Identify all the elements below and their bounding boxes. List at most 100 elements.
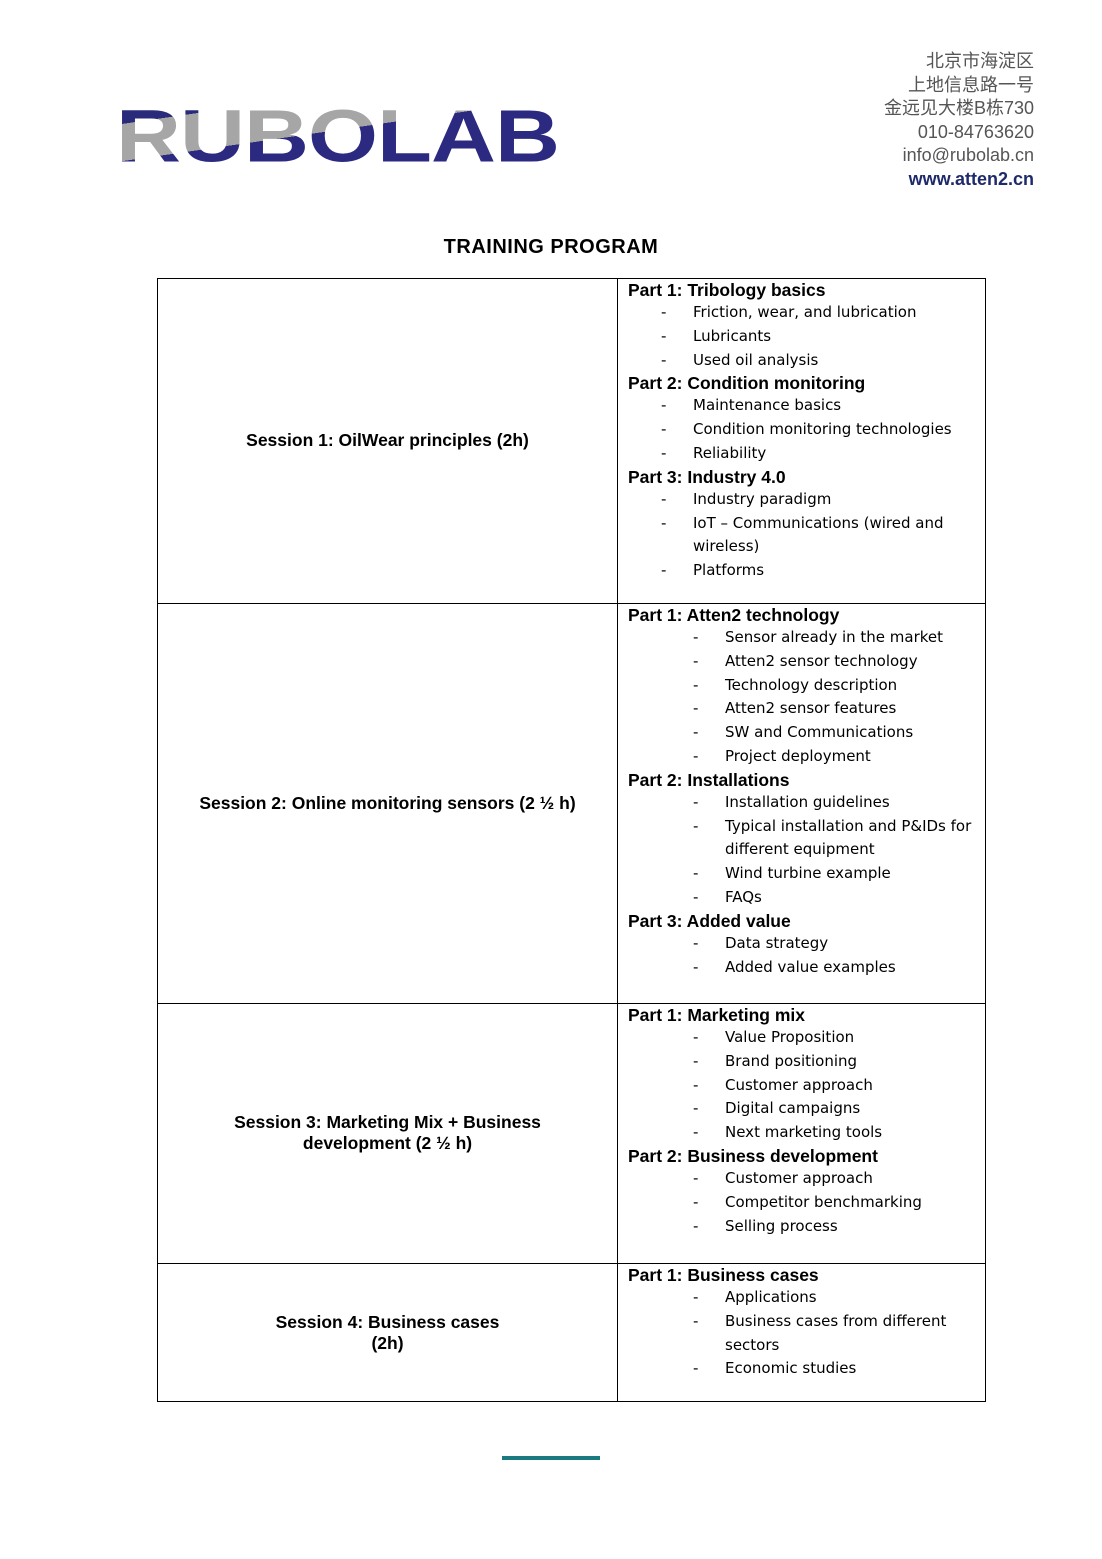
list-item: - IoT – Communications (wired and wireles… [628,512,985,560]
part-title: Part 2: Installations [628,769,790,790]
session-content: Part 1: Tribology basics - Friction, wear,… [617,278,986,604]
item-text: SW and Communications [725,723,914,742]
item-text: Selling process [725,1216,838,1235]
dash-bullet: - [693,957,699,976]
list-item: - Economic studies [628,1357,985,1381]
list-item: - Lubricants [628,325,985,349]
list-item: - Platforms [628,559,985,583]
item-text: FAQs [725,887,762,906]
item-text: Project deployment [725,746,871,765]
dash-bullet: - [693,746,699,765]
list-item: - Added value examples [628,956,985,980]
part-title: Part 1: Business cases [628,1264,819,1285]
dash-bullet: - [661,350,667,369]
phone: 010-84763620 [917,121,1034,142]
dash-bullet: - [661,303,667,321]
training-table: Session 1: OilWear principles (2h) Part 1… [157,278,986,1403]
dash-bullet: - [693,1287,699,1306]
item-text: Competitor benchmarking [725,1192,922,1211]
list-item: - Maintenance basics [628,394,985,418]
list-item: - Data strategy [628,932,985,956]
list-item: - Condition monitoring technologies [628,418,985,442]
list-item: - Atten2 sensor technology [628,650,985,674]
address-line: 上地信息路一号 [908,74,1034,95]
item-text: Economic studies [725,1359,857,1378]
list-item: - Typical installation and P&IDs for diff… [628,815,985,863]
part-title: Part 1: Atten2 technology [628,604,840,625]
dash-bullet: - [693,1216,699,1235]
item-text: Atten2 sensor features [725,699,897,718]
item-text: Customer approach [725,1075,873,1094]
dash-bullet: - [693,864,699,883]
item-text: Friction, wear, and lubrication [693,303,917,321]
session-name: Session 2: Online monitoring sensors (2 … [157,602,618,1004]
dash-bullet: - [693,1311,699,1330]
session-name: Session 4: Business cases (2h) [157,1262,618,1403]
dash-bullet: - [693,1027,699,1046]
dash-bullet: - [693,1359,699,1378]
part-title: Part 1: Tribology basics [628,280,826,300]
list-item: - Industry paradigm [628,488,985,512]
list-item: - Applications [628,1286,985,1310]
item-text: Business cases from different sectors [725,1311,947,1354]
item-text: Sensor already in the market [725,627,944,646]
item-text: Atten2 sensor technology [725,651,918,670]
dash-bullet: - [661,513,667,532]
list-item: - Digital campaigns [628,1097,985,1121]
item-text: Technology description [725,675,898,694]
session-row: Session 4: Business cases (2h) Part 1: Bu… [157,1262,986,1403]
item-text: Applications [725,1287,817,1306]
dash-bullet: - [693,1192,699,1211]
item-text: Reliability [693,443,767,462]
dash-bullet: - [661,396,667,415]
session-row: Session 2: Online monitoring sensors (2 … [157,602,986,1004]
item-text: Industry paradigm [693,489,832,508]
session-content: Part 1: Atten2 technology - Sensor already… [617,602,986,1004]
item-text: Condition monitoring technologies [693,420,952,439]
item-text: Installation guidelines [725,792,890,811]
dash-bullet: - [693,1051,699,1070]
session-name: Session 1: OilWear principles (2h) [157,278,618,604]
list-item: - Used oil analysis [628,349,985,373]
part-title: Part 2: Business development [628,1145,878,1166]
session-content: Part 1: Business cases - Applications - Busi… [617,1262,986,1403]
item-text: Wind turbine example [725,864,891,883]
dash-bullet: - [693,699,699,718]
dash-bullet: - [693,792,699,811]
list-item: - Customer approach [628,1074,985,1098]
item-text: IoT – Communications (wired and wireless… [693,513,944,556]
address-block: 北京市海淀区 上地信息路一号 金远见大楼B栋730 010-84763620 i… [884,50,1034,191]
list-item: - Business cases from different sectors [628,1310,985,1358]
dash-bullet: - [693,627,699,646]
list-item: - Installation guidelines [628,791,985,815]
list-item: - Competitor benchmarking [628,1191,985,1215]
list-item: - Reliability [628,442,985,466]
email: info@rubolab.cn [902,145,1034,165]
item-text: Lubricants [693,326,772,345]
dash-bullet: - [661,561,667,580]
item-text: Typical installation and P&IDs for diffe… [725,816,972,859]
list-item: - Next marketing tools [628,1121,985,1145]
item-text: Data strategy [725,933,829,952]
list-item: - Wind turbine example [628,862,985,886]
part-title: Part 1: Marketing mix [628,1004,805,1025]
list-item: - Project deployment [628,745,985,769]
session-row: Session 1: OilWear principles (2h) Part 1… [157,278,986,604]
website-link[interactable]: www.atten2.cn [908,168,1034,189]
dash-bullet: - [693,675,699,694]
list-item: - Customer approach [628,1167,985,1191]
part-title: Part 3: Industry 4.0 [628,466,786,487]
dash-bullet: - [661,443,667,462]
list-item: - Selling process [628,1215,985,1239]
page-title: TRAINING PROGRAM [443,236,659,258]
session-row: Session 3: Marketing Mix + Business deve… [157,1002,986,1264]
item-text: Digital campaigns [725,1099,861,1118]
part-title: Part 3: Added value [628,910,791,931]
session-name: Session 3: Marketing Mix + Business deve… [157,1002,618,1264]
address-line: 北京市海淀区 [926,51,1034,71]
item-text: Maintenance basics [693,396,842,415]
dash-bullet: - [693,887,699,906]
item-text: Customer approach [725,1168,873,1187]
list-item: - Brand positioning [628,1050,985,1074]
